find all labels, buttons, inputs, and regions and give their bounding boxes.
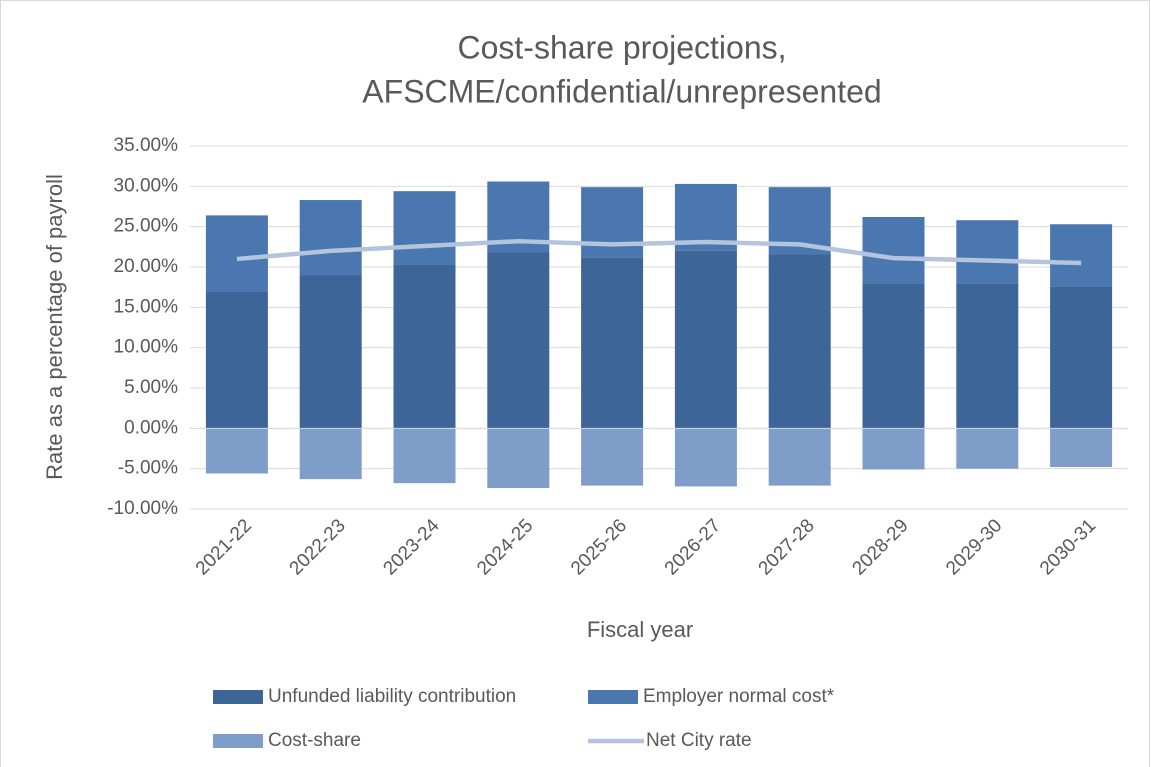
bar: [1050, 224, 1113, 287]
bar: [581, 428, 644, 486]
bar: [862, 216, 925, 284]
bar: [205, 428, 268, 474]
bar: [674, 250, 737, 429]
chart-title: Cost-share projections,: [457, 29, 786, 65]
bar: [299, 275, 362, 429]
bar: [1050, 286, 1113, 429]
bar: [487, 252, 550, 429]
y-tick-label: 5.00%: [124, 377, 178, 398]
legend-label: Cost-share: [268, 730, 361, 751]
bar: [956, 283, 1019, 429]
chart-title: AFSCME/confidential/unrepresented: [362, 73, 881, 109]
y-tick-label: 20.00%: [114, 256, 179, 277]
y-tick-label: 10.00%: [114, 337, 179, 358]
bar: [393, 191, 456, 265]
legend-swatch: [213, 690, 263, 704]
y-tick-label: 35.00%: [114, 135, 179, 156]
x-axis-title: Fiscal year: [587, 617, 693, 642]
bar: [487, 428, 550, 489]
bar: [205, 292, 268, 429]
bar: [393, 428, 456, 484]
bar: [956, 220, 1019, 284]
bar: [862, 428, 925, 470]
y-tick-label: -5.00%: [118, 458, 178, 479]
bar: [862, 283, 925, 429]
line: [236, 238, 1082, 266]
bar: [768, 428, 831, 486]
y-tick-label: -10.00%: [107, 498, 178, 519]
bar: [768, 254, 831, 429]
bar: [299, 200, 362, 276]
legend-swatch: [213, 734, 263, 748]
bar: [581, 187, 644, 258]
bar: [674, 428, 737, 487]
y-tick-label: 30.00%: [114, 175, 179, 196]
bar: [956, 428, 1019, 469]
bar: [1050, 428, 1113, 468]
bar: [299, 428, 362, 480]
y-tick-label: 0.00%: [124, 417, 178, 438]
legend-label: Unfunded liability contribution: [268, 686, 516, 707]
legend-label: Employer normal cost*: [643, 686, 835, 707]
legend-label: Net City rate: [646, 730, 752, 751]
y-tick-label: 25.00%: [114, 216, 179, 237]
y-axis-title: Rate as a percentage of payroll: [42, 174, 67, 480]
bar: [581, 257, 644, 429]
bar: [393, 264, 456, 429]
bar: [674, 183, 737, 251]
legend-swatch: [588, 690, 638, 704]
y-tick-label: 15.00%: [114, 296, 179, 317]
bar: [205, 215, 268, 293]
